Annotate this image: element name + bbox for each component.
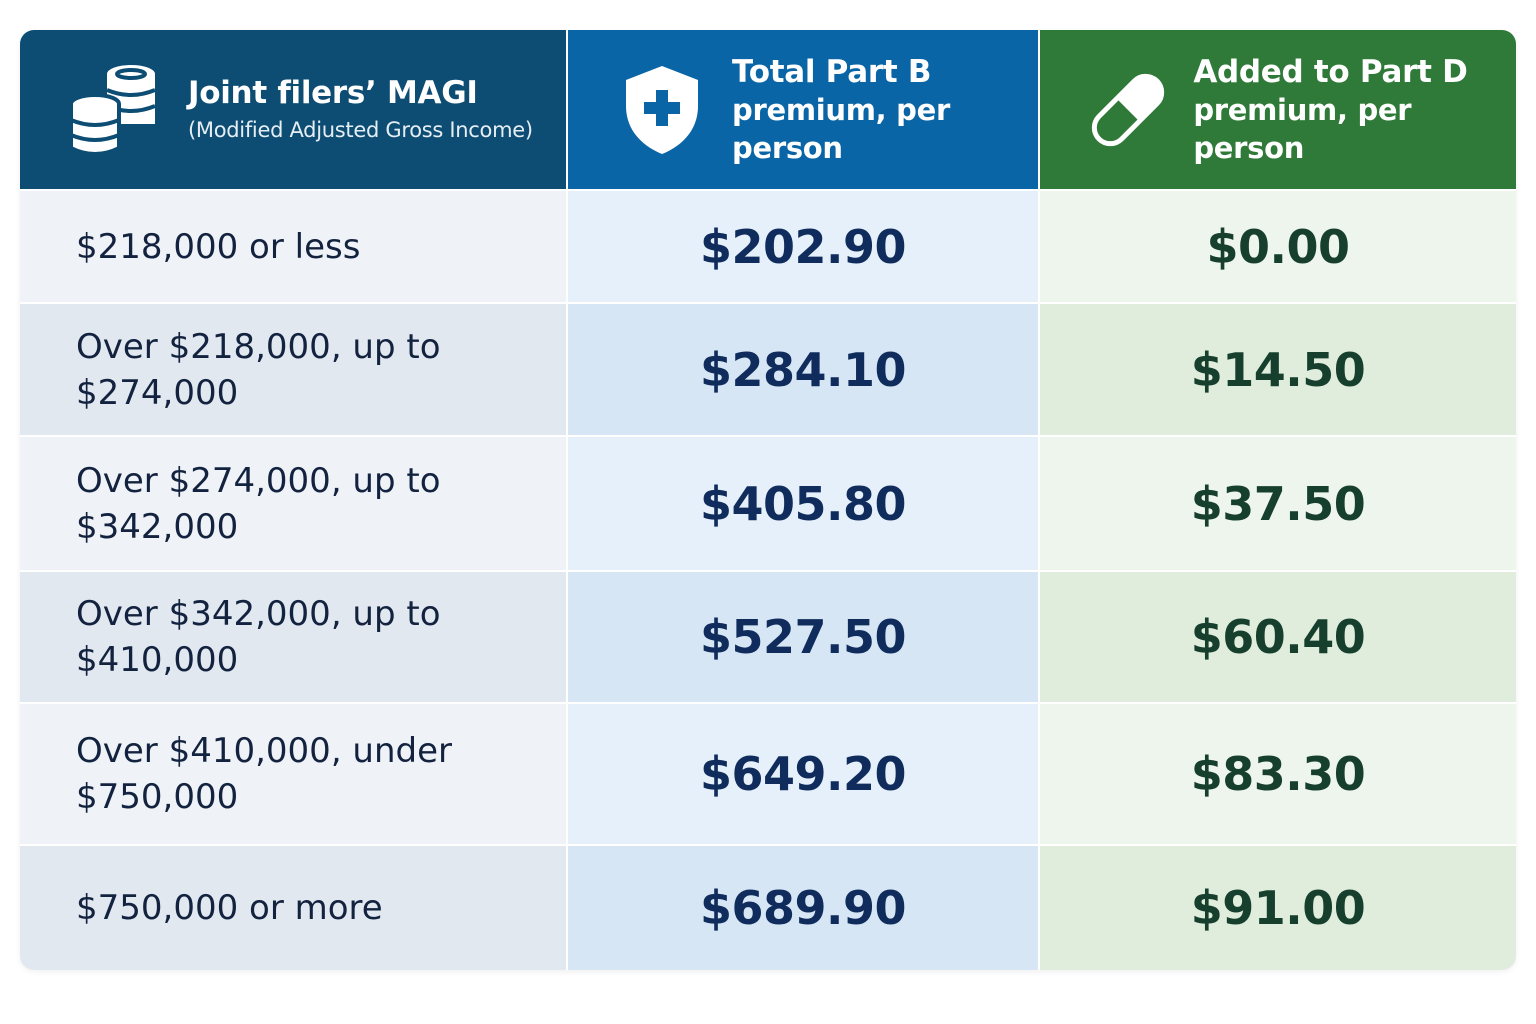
income-cell: $218,000 or less	[20, 189, 566, 302]
part-d-cell: $37.50	[1038, 435, 1516, 570]
premium-table: Joint filers’ MAGI (Modified Adjusted Gr…	[20, 30, 1516, 970]
part-b-cell: $689.90	[566, 844, 1038, 970]
part-d-cell: $91.00	[1038, 844, 1516, 970]
header-part-d-subtitle: premium, per person	[1193, 92, 1412, 165]
part-d-cell: $14.50	[1038, 302, 1516, 435]
part-b-cell: $527.50	[566, 570, 1038, 702]
header-magi: Joint filers’ MAGI (Modified Adjusted Gr…	[20, 30, 566, 189]
header-magi-subtitle: (Modified Adjusted Gross Income)	[188, 117, 533, 142]
income-cell: $750,000 or more	[20, 844, 566, 970]
header-magi-title: Joint filers’ MAGI	[188, 74, 478, 111]
header-part-b-title: Total Part B	[732, 53, 932, 90]
part-b-cell: $202.90	[566, 189, 1038, 302]
pill-capsule-icon	[1080, 65, 1175, 155]
part-d-cell: $83.30	[1038, 702, 1516, 844]
part-d-cell: $60.40	[1038, 570, 1516, 702]
shield-cross-icon	[622, 64, 702, 156]
income-cell: Over $218,000, up to $274,000	[20, 302, 566, 435]
header-part-b: Total Part B premium, per person	[566, 30, 1038, 189]
income-cell: Over $342,000, up to $410,000	[20, 570, 566, 702]
part-b-cell: $284.10	[566, 302, 1038, 435]
income-cell: Over $274,000, up to $342,000	[20, 435, 566, 570]
header-part-d-title: Added to Part D	[1193, 53, 1468, 90]
part-d-cell: $0.00	[1038, 189, 1516, 302]
header-part-b-subtitle: premium, per person	[732, 92, 950, 165]
coins-stack-icon	[64, 60, 162, 160]
part-b-cell: $649.20	[566, 702, 1038, 844]
header-part-d: Added to Part D premium, per person	[1038, 30, 1516, 189]
part-b-cell: $405.80	[566, 435, 1038, 570]
income-cell: Over $410,000, under $750,000	[20, 702, 566, 844]
